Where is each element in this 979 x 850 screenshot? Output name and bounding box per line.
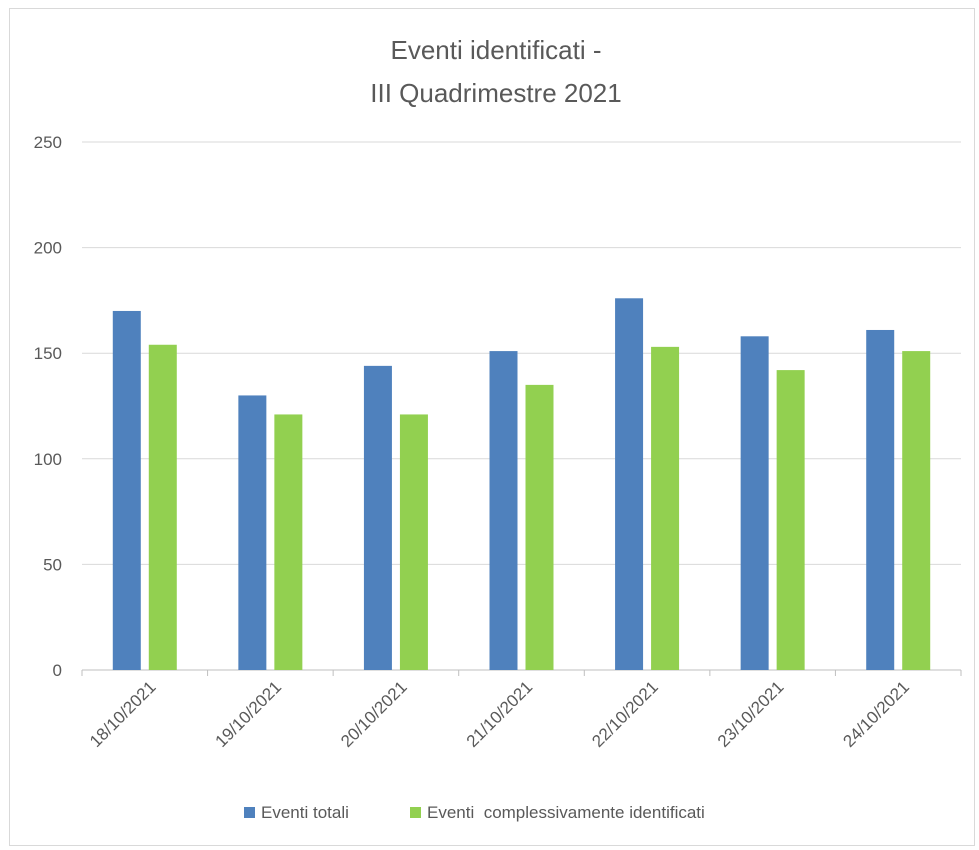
- x-tick-label: 20/10/2021: [337, 677, 411, 751]
- bar-eventi-totali: [113, 311, 141, 670]
- bar-eventi-identificati: [902, 351, 930, 670]
- bar-eventi-identificati: [777, 370, 805, 670]
- bar-eventi-identificati: [400, 414, 428, 670]
- x-tick-label: 22/10/2021: [588, 677, 662, 751]
- chart-title-line-2: III Quadrimestre 2021: [370, 78, 621, 108]
- legend-label: Eventi totali: [261, 803, 349, 822]
- x-tick-label: 21/10/2021: [463, 677, 537, 751]
- x-tick-label: 23/10/2021: [714, 677, 788, 751]
- bar-eventi-totali: [741, 336, 769, 670]
- legend-swatch: [244, 807, 255, 818]
- legend-label: Eventi complessivamente identificati: [427, 803, 705, 822]
- bar-eventi-totali: [615, 298, 643, 670]
- x-tick-label: 24/10/2021: [839, 677, 913, 751]
- bar-eventi-identificati: [274, 414, 302, 670]
- bar-eventi-identificati: [149, 345, 177, 670]
- y-tick-label: 0: [53, 661, 62, 680]
- legend: Eventi totali Eventi complessivamente ide…: [244, 803, 705, 822]
- chart-title-line-1: Eventi identificati -: [391, 35, 602, 65]
- bars: [113, 298, 930, 670]
- y-tick-label: 250: [34, 133, 62, 152]
- x-tick-label: 19/10/2021: [212, 677, 286, 751]
- bar-eventi-totali: [490, 351, 518, 670]
- bar-eventi-totali: [866, 330, 894, 670]
- y-tick-label: 50: [43, 555, 62, 574]
- bar-eventi-identificati: [651, 347, 679, 670]
- bar-eventi-identificati: [526, 385, 554, 670]
- y-axis-ticks: 0 50 100 150 200 250: [34, 133, 62, 680]
- x-axis-ticks: 18/10/2021 19/10/2021 20/10/2021 21/10/2021…: [82, 670, 961, 751]
- bar-eventi-totali: [238, 395, 266, 670]
- y-tick-label: 150: [34, 344, 62, 363]
- gridlines: [82, 142, 961, 670]
- bar-eventi-totali: [364, 366, 392, 670]
- x-tick-label: 18/10/2021: [86, 677, 160, 751]
- legend-swatch: [410, 807, 421, 818]
- y-tick-label: 200: [34, 239, 62, 258]
- y-tick-label: 100: [34, 450, 62, 469]
